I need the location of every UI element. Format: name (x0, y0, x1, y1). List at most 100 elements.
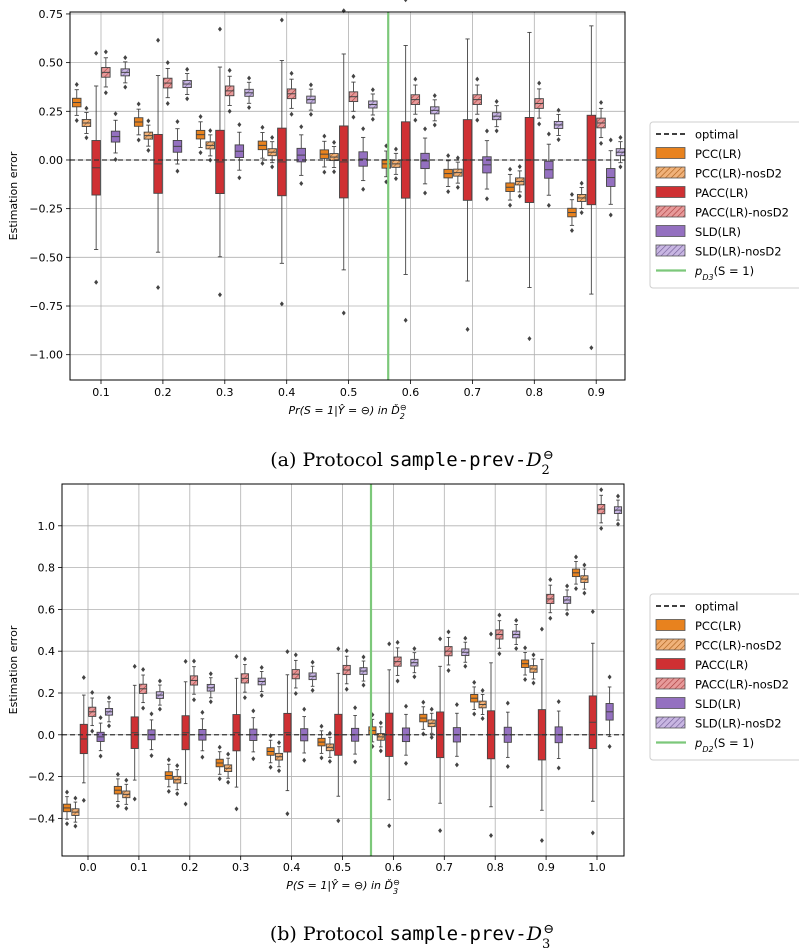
outlier-point (484, 128, 489, 134)
legend-item: SLD(LR)-nosD2 (655, 717, 782, 731)
box-sldlr-nosd2-0.0 (104, 695, 114, 729)
box-sldlr-nosd2-0.7 (491, 98, 502, 134)
outlier-point (279, 301, 284, 307)
outlier-point (123, 84, 128, 90)
outlier-point (124, 777, 129, 783)
outlier-point (537, 121, 542, 127)
y-tick-label: −0.2 (28, 771, 55, 784)
box-pacclr-0.1 (130, 663, 139, 802)
legend-box-swatch (655, 166, 686, 179)
legend-label: pD2(S = 1) (694, 736, 754, 754)
outlier-point (548, 577, 553, 583)
box-pacclr-nosd2-0.6 (410, 76, 421, 123)
box-sldlr-0.2 (172, 119, 183, 174)
outlier-point (149, 753, 154, 759)
box-pacclr-0.1 (91, 50, 101, 285)
legend-label: SLD(LR)-nosD2 (695, 245, 782, 259)
box-pcclr-0.5 (317, 723, 326, 761)
outlier-point (107, 723, 111, 729)
box-pcclr-nosd2-0.1 (122, 777, 131, 811)
legend-box-swatch (655, 186, 686, 198)
box-pcclr-0.7 (443, 153, 453, 195)
box-pcclr-0.9 (567, 192, 577, 234)
outlier-point (327, 758, 332, 764)
box-sldlr-nosd2-0.8 (512, 617, 521, 652)
box-sldlr-0.1 (110, 111, 121, 163)
outlier-point (494, 98, 499, 104)
outlier-point (465, 326, 470, 332)
outlier-point (569, 192, 574, 198)
outlier-point (508, 202, 513, 208)
legend-label: PACC(LR)-nosD2 (695, 206, 789, 220)
x-axis-label-sub: 3 (393, 887, 398, 896)
outlier-point (227, 67, 232, 73)
outlier-point (237, 175, 242, 181)
outlier-point (387, 641, 392, 647)
outlier-point (517, 193, 522, 199)
box-sldlr-0.5 (358, 126, 368, 192)
outlier-point (113, 111, 118, 117)
outlier-point (270, 164, 275, 170)
box-sldlr-0.9 (606, 137, 616, 218)
box-pacclr-0.8 (524, 31, 535, 342)
outlier-point (590, 830, 595, 836)
outlier-point (175, 168, 180, 174)
legend-item: PACC(LR) (655, 186, 748, 200)
legend-label: PACC(LR) (695, 658, 748, 672)
outlier-point (455, 155, 460, 161)
outlier-point (98, 753, 103, 759)
outlier-point (531, 680, 536, 686)
outlier-point (432, 122, 437, 128)
y-tick-label: −0.75 (29, 300, 63, 313)
box-pacclr-nosd2-0.2 (189, 658, 199, 703)
outlier-point (421, 699, 426, 705)
box-pacclr-nosd2-0.4 (291, 652, 300, 696)
outlier-point (208, 699, 213, 705)
outlier-point (361, 126, 366, 132)
y-tick-label: −0.25 (29, 203, 63, 216)
outlier-point (489, 833, 493, 839)
outlier-point (123, 55, 128, 61)
x-axis-label: P(S = 1|Ŷ = ⊖) in Ď3⊖ (286, 878, 400, 896)
outlier-point (618, 134, 623, 140)
outlier-point (497, 651, 502, 657)
y-tick-label: 0.6 (38, 603, 56, 616)
outlier-point (484, 196, 489, 202)
box-pcclr-nosd2-0.4 (274, 740, 284, 774)
box-pcclr-nosd2-0.6 (391, 146, 401, 182)
box-pacclr-nosd2-0.2 (163, 60, 173, 107)
outlier-point (556, 137, 561, 143)
box-pcclr-0.4 (257, 124, 268, 166)
chart-panel-b: 1.0 0.8 0.6 0.4 0.2 0.0 −0.2 −0.4 0.0 0.1 0.2 0.3 0.… (7, 483, 799, 949)
outlier-point (446, 189, 451, 195)
box-sldlr-0.8 (544, 131, 554, 208)
outlier-point (332, 169, 337, 175)
outlier-point (599, 140, 604, 146)
outlier-point (165, 60, 170, 66)
outlier-point (454, 702, 459, 708)
outlier-point (517, 164, 522, 170)
outlier-point (251, 756, 256, 762)
outlier-point (438, 636, 443, 642)
outlier-point (446, 629, 451, 635)
caption-prefix: (a) Protocol (270, 449, 389, 471)
outlier-point (217, 26, 222, 32)
caption-sup: ⊖ (543, 922, 554, 937)
legend-label: PCC(LR) (695, 147, 741, 161)
y-tick-label: 0.75 (39, 8, 64, 21)
legend-box-swatch (655, 225, 686, 237)
outlier-point (94, 50, 99, 56)
box-pcclr-nosd2-0.2 (143, 118, 154, 153)
x-tick-label: 0.3 (232, 861, 250, 874)
legend-label-suffix: (S = 1) (714, 736, 755, 750)
x-tick-label: 0.2 (154, 386, 172, 399)
outlier-point (546, 131, 551, 137)
legend-item: SLD(LR)-nosD2 (655, 245, 782, 259)
box-pcclr-0.3 (195, 114, 206, 156)
outlier-point (618, 164, 623, 170)
outlier-point (393, 146, 398, 152)
outlier-point (208, 671, 213, 677)
legend-box-swatch (655, 658, 686, 670)
outlier-point (90, 689, 95, 695)
legend-item: PCC(LR)-nosD2 (655, 639, 782, 653)
